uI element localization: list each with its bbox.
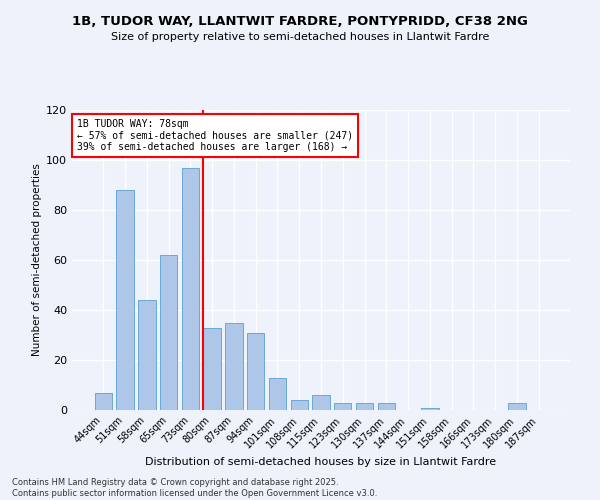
X-axis label: Distribution of semi-detached houses by size in Llantwit Fardre: Distribution of semi-detached houses by … — [145, 456, 497, 466]
Bar — [269, 378, 286, 410]
Bar — [377, 402, 395, 410]
Bar — [421, 408, 439, 410]
Text: Size of property relative to semi-detached houses in Llantwit Fardre: Size of property relative to semi-detach… — [111, 32, 489, 42]
Y-axis label: Number of semi-detached properties: Number of semi-detached properties — [32, 164, 42, 356]
Bar — [116, 190, 134, 410]
Bar — [138, 300, 155, 410]
Text: Contains HM Land Registry data © Crown copyright and database right 2025.
Contai: Contains HM Land Registry data © Crown c… — [12, 478, 377, 498]
Bar — [356, 402, 373, 410]
Bar — [160, 255, 178, 410]
Bar — [290, 400, 308, 410]
Bar — [508, 402, 526, 410]
Bar — [334, 402, 352, 410]
Bar — [225, 322, 242, 410]
Bar — [95, 392, 112, 410]
Bar — [182, 168, 199, 410]
Text: 1B TUDOR WAY: 78sqm
← 57% of semi-detached houses are smaller (247)
39% of semi-: 1B TUDOR WAY: 78sqm ← 57% of semi-detach… — [77, 119, 353, 152]
Bar — [247, 332, 265, 410]
Bar — [203, 328, 221, 410]
Text: 1B, TUDOR WAY, LLANTWIT FARDRE, PONTYPRIDD, CF38 2NG: 1B, TUDOR WAY, LLANTWIT FARDRE, PONTYPRI… — [72, 15, 528, 28]
Bar — [312, 395, 330, 410]
